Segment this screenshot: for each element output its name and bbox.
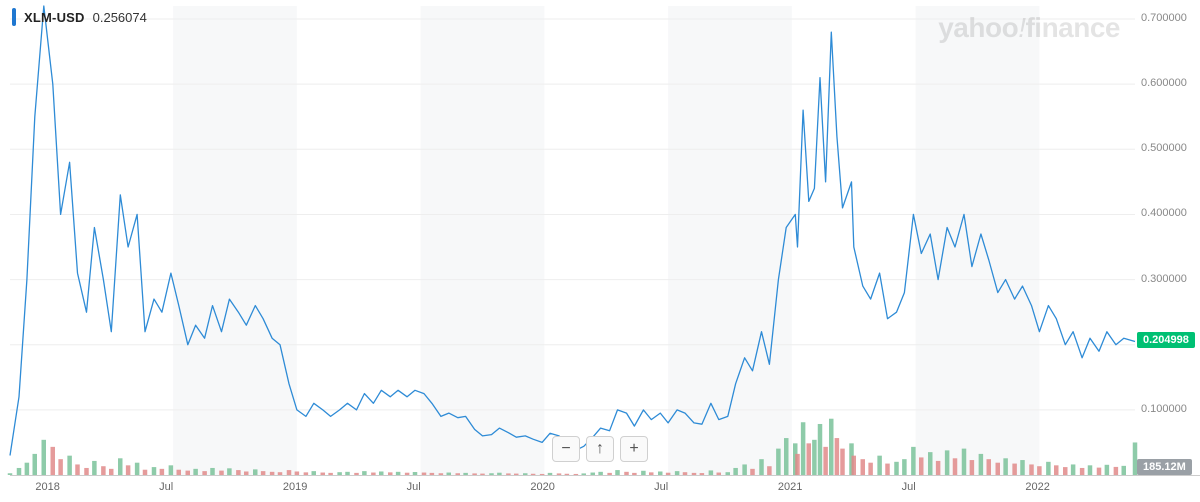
price-last-badge: 0.204998 — [1137, 332, 1195, 348]
x-tick-label: 2018 — [35, 481, 59, 493]
x-tick-label: 2020 — [530, 481, 554, 493]
zoom-out-button[interactable]: − — [552, 436, 580, 462]
y-tick-label: 0.100000 — [1141, 403, 1187, 415]
chart-container: XLM-USD 0.256074 yahoo!finance 0.204998 … — [0, 0, 1200, 502]
x-tick-label: Jul — [654, 481, 668, 493]
zoom-in-button[interactable]: + — [620, 436, 648, 462]
y-tick-label: 0.300000 — [1141, 273, 1187, 285]
ticker-pill: XLM-USD 0.256074 — [12, 8, 147, 26]
x-tick-label: Jul — [902, 481, 916, 493]
zoom-reset-button[interactable]: ↑ — [586, 436, 614, 462]
symbol-label: XLM-USD — [24, 10, 85, 25]
x-tick-label: Jul — [407, 481, 421, 493]
y-tick-label: 0.500000 — [1141, 142, 1187, 154]
x-tick-label: 2022 — [1025, 481, 1049, 493]
y-tick-label: 0.600000 — [1141, 77, 1187, 89]
ticker-accent-bar — [12, 8, 16, 26]
price-chart[interactable] — [0, 0, 1200, 502]
yahoo-finance-watermark: yahoo!finance — [938, 12, 1120, 44]
volume-last-badge: 185.12M — [1137, 459, 1192, 475]
x-tick-label: 2021 — [778, 481, 802, 493]
x-tick-label: 2019 — [283, 481, 307, 493]
y-tick-label: 0.700000 — [1141, 12, 1187, 24]
x-tick-label: Jul — [159, 481, 173, 493]
zoom-controls: − ↑ + — [552, 436, 648, 462]
y-tick-label: 0.400000 — [1141, 207, 1187, 219]
last-price-label: 0.256074 — [93, 10, 147, 25]
